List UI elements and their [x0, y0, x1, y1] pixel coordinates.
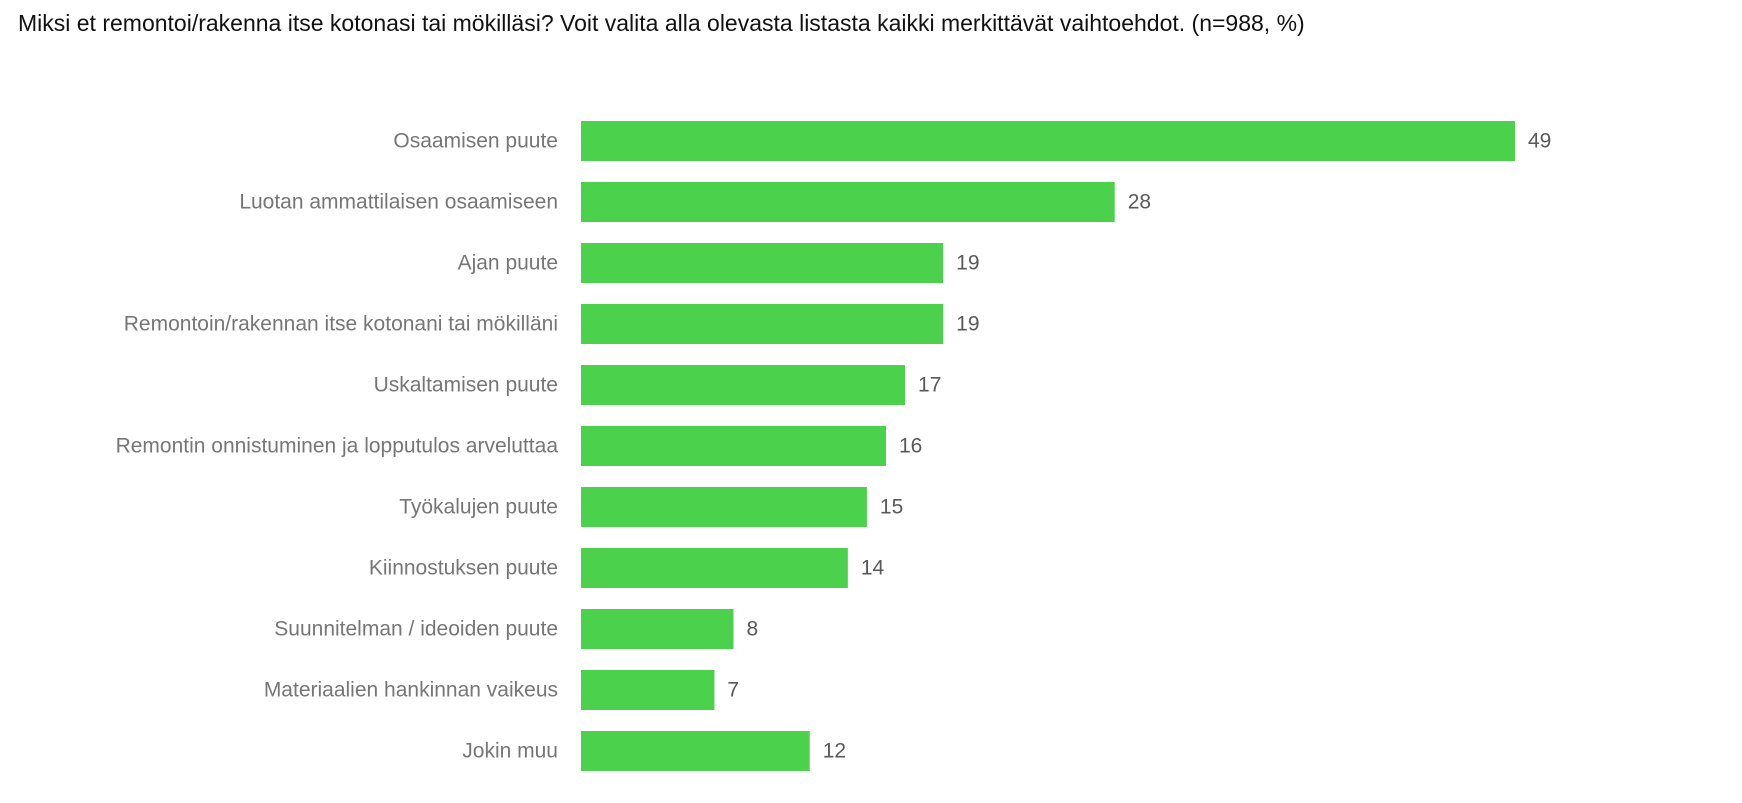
category-label: Osaamisen puute: [393, 130, 558, 153]
value-label: 19: [956, 252, 979, 275]
bar: [581, 548, 848, 588]
value-label: 17: [918, 374, 941, 397]
bar: [581, 487, 867, 527]
bar: [581, 243, 944, 283]
value-label: 14: [861, 557, 885, 580]
category-label: Uskaltamisen puute: [374, 374, 558, 397]
chart-title: Miksi et remontoi/rakenna itse kotonasi …: [18, 10, 1305, 36]
category-label: Kiinnostuksen puute: [369, 557, 558, 580]
value-label: 7: [727, 679, 739, 702]
bar: [581, 365, 906, 405]
category-label: Työkalujen puute: [399, 496, 558, 519]
bar: [581, 670, 715, 710]
bar: [581, 426, 886, 466]
bar: [581, 731, 810, 771]
category-labels: Osaamisen puute Luotan ammattilaisen osaa…: [116, 130, 559, 763]
category-label: Ajan puute: [458, 252, 558, 275]
value-label: 16: [899, 435, 922, 458]
category-label: Materiaalien hankinnan vaikeus: [264, 679, 558, 702]
bars: [581, 121, 1515, 771]
category-label: Suunnitelman / ideoiden puute: [274, 618, 558, 641]
value-label: 12: [823, 740, 846, 763]
category-label: Remontin onnistuminen ja lopputulos arve…: [116, 435, 559, 458]
value-labels: 49 28 19 19 17 16 15 14 8 7 12: [727, 130, 1551, 763]
value-label: 8: [746, 618, 758, 641]
value-label: 28: [1128, 191, 1151, 214]
category-label: Luotan ammattilaisen osaamiseen: [239, 191, 558, 214]
bar: [581, 304, 944, 344]
value-label: 19: [956, 313, 979, 336]
value-label: 15: [880, 496, 903, 519]
bar: [581, 182, 1115, 222]
value-label: 49: [1528, 130, 1551, 153]
category-label: Remontoin/rakennan itse kotonani tai mök…: [124, 313, 558, 336]
bar: [581, 121, 1515, 161]
category-label: Jokin muu: [462, 740, 558, 763]
bar: [581, 609, 734, 649]
